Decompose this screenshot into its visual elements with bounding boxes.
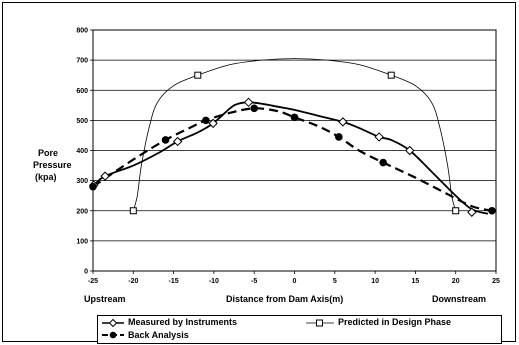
series-0-point-6 xyxy=(374,132,384,142)
x-tick-label-10: 10 xyxy=(371,278,379,285)
legend-label-back-analysis: Back Analysis xyxy=(128,330,189,340)
x-axis-label: Distance from Dam Axis(m) xyxy=(226,294,344,304)
y-tick-label-200: 200 xyxy=(76,208,88,215)
y-tick-label-600: 600 xyxy=(76,88,88,95)
x-tick-label-0: 0 xyxy=(293,278,297,285)
series-0-point-2 xyxy=(172,136,183,147)
x-tick-label--10: -10 xyxy=(209,278,219,285)
legend-label-predicted: Predicted in Design Phase xyxy=(338,317,452,327)
y-tick-label-500: 500 xyxy=(76,118,88,125)
y-tick-label-700: 700 xyxy=(76,58,88,65)
legend-symbol-back-analysis xyxy=(102,331,124,339)
series-0-point-4 xyxy=(243,97,254,108)
y-tick-label-400: 400 xyxy=(76,148,88,155)
legend-symbols xyxy=(102,318,334,339)
series-2-point-2 xyxy=(202,116,210,125)
legend-symbol-measured xyxy=(102,318,124,328)
y-tick-label-100: 100 xyxy=(76,238,88,245)
x-tick-label--25: -25 xyxy=(88,278,98,285)
series-2-point-4 xyxy=(290,113,299,122)
series-0-point-1 xyxy=(100,171,110,181)
y-axis-label-line-1: Pore xyxy=(38,148,59,158)
y-axis-label-line-3: (kpa) xyxy=(35,172,57,182)
series-0-point-7 xyxy=(405,145,415,156)
chart-legend: Measured by Instruments Predicted in Des… xyxy=(97,315,502,344)
x-tick-label-25: 25 xyxy=(492,278,500,285)
downstream-label: Downstream xyxy=(432,294,487,304)
series-line-0 xyxy=(93,101,489,215)
upstream-label: Upstream xyxy=(84,294,126,304)
series-line-2 xyxy=(92,107,493,212)
y-tick-label-0: 0 xyxy=(84,269,88,276)
series-2-point-5 xyxy=(335,133,343,141)
series-1-point-1 xyxy=(194,71,202,79)
series-1-point-3 xyxy=(452,207,460,215)
y-tick-label-300: 300 xyxy=(76,178,88,185)
x-tick-label-5: 5 xyxy=(333,278,337,285)
x-tick-label--20: -20 xyxy=(128,278,138,285)
y-tick-label-800: 800 xyxy=(76,28,88,35)
series-2-point-7 xyxy=(488,206,496,215)
legend-label-measured: Measured by Instruments xyxy=(128,317,238,327)
series-1-point-2 xyxy=(387,71,395,79)
series-0-point-5 xyxy=(338,117,348,127)
y-axis-label-line-2: Pressure xyxy=(33,160,72,170)
series-2-point-3 xyxy=(250,104,258,113)
series-1-point-0 xyxy=(129,207,137,215)
series-line-1 xyxy=(132,58,457,211)
legend-symbol-predicted xyxy=(306,319,334,327)
series-2-point-0 xyxy=(89,182,97,191)
x-tick-label-15: 15 xyxy=(412,278,420,285)
x-tick-label--15: -15 xyxy=(169,278,179,285)
x-tick-label--5: -5 xyxy=(251,278,257,285)
series-2-point-6 xyxy=(379,158,387,167)
x-tick-label-20: 20 xyxy=(452,278,460,285)
series-2-point-1 xyxy=(161,136,170,144)
series-0-point-3 xyxy=(208,118,218,129)
series-0-point-8 xyxy=(467,207,477,217)
